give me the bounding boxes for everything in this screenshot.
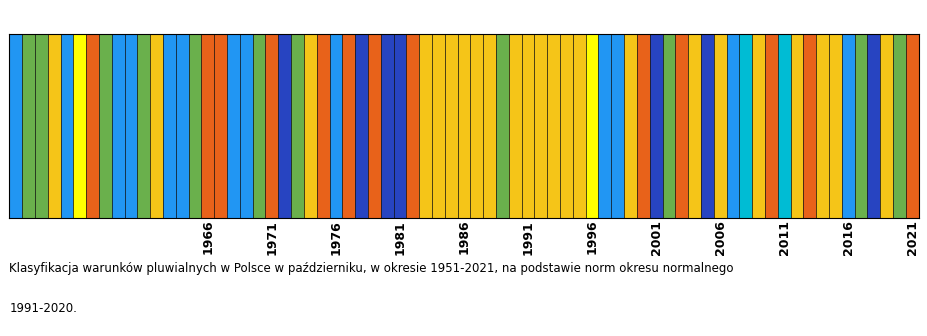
Bar — [854, 34, 867, 218]
Bar — [752, 34, 764, 218]
Bar — [278, 34, 291, 218]
Bar — [521, 34, 534, 218]
Bar — [214, 34, 227, 218]
Bar — [163, 34, 175, 218]
Bar — [99, 34, 111, 218]
Bar — [508, 34, 521, 218]
Bar — [291, 34, 303, 218]
Bar — [764, 34, 777, 218]
Bar — [534, 34, 547, 218]
Bar — [150, 34, 163, 218]
Bar — [777, 34, 790, 218]
Bar — [688, 34, 700, 218]
Bar — [342, 34, 355, 218]
Bar — [547, 34, 560, 218]
Bar — [175, 34, 188, 218]
Bar — [841, 34, 854, 218]
Bar — [201, 34, 214, 218]
Bar — [483, 34, 496, 218]
Bar — [303, 34, 316, 218]
Bar — [816, 34, 828, 218]
Bar — [329, 34, 342, 218]
Bar — [905, 34, 918, 218]
Bar — [137, 34, 150, 218]
Bar — [380, 34, 393, 218]
Bar — [9, 34, 22, 218]
Bar — [636, 34, 649, 218]
Bar — [431, 34, 444, 218]
Bar — [585, 34, 598, 218]
Text: Klasyfikacja warunków pluwialnych w Polsce w październiku, w okresie 1951-2021, : Klasyfikacja warunków pluwialnych w Pols… — [9, 262, 733, 275]
Bar — [867, 34, 880, 218]
Bar — [419, 34, 431, 218]
Bar — [393, 34, 406, 218]
Bar — [598, 34, 611, 218]
Bar — [406, 34, 419, 218]
Bar — [662, 34, 675, 218]
Bar — [367, 34, 380, 218]
Bar — [700, 34, 713, 218]
Bar — [22, 34, 35, 218]
Bar — [560, 34, 572, 218]
Bar — [726, 34, 739, 218]
Bar — [649, 34, 662, 218]
Bar — [444, 34, 457, 218]
Bar — [124, 34, 137, 218]
Bar — [227, 34, 239, 218]
Bar — [355, 34, 367, 218]
Bar — [739, 34, 752, 218]
Bar — [828, 34, 841, 218]
Text: 1991-2020.: 1991-2020. — [9, 302, 77, 316]
Bar — [73, 34, 86, 218]
Bar — [265, 34, 278, 218]
Bar — [252, 34, 265, 218]
Bar — [111, 34, 124, 218]
Bar — [790, 34, 803, 218]
Bar — [892, 34, 905, 218]
Bar — [611, 34, 624, 218]
Bar — [624, 34, 636, 218]
Bar — [572, 34, 585, 218]
Bar — [803, 34, 816, 218]
Bar — [675, 34, 688, 218]
Bar — [316, 34, 329, 218]
Bar — [470, 34, 483, 218]
Bar — [86, 34, 99, 218]
Bar — [60, 34, 73, 218]
Bar — [188, 34, 201, 218]
Bar — [35, 34, 47, 218]
Bar — [496, 34, 508, 218]
Bar — [47, 34, 60, 218]
Bar — [713, 34, 726, 218]
Bar — [239, 34, 252, 218]
Bar — [880, 34, 892, 218]
Bar — [457, 34, 470, 218]
